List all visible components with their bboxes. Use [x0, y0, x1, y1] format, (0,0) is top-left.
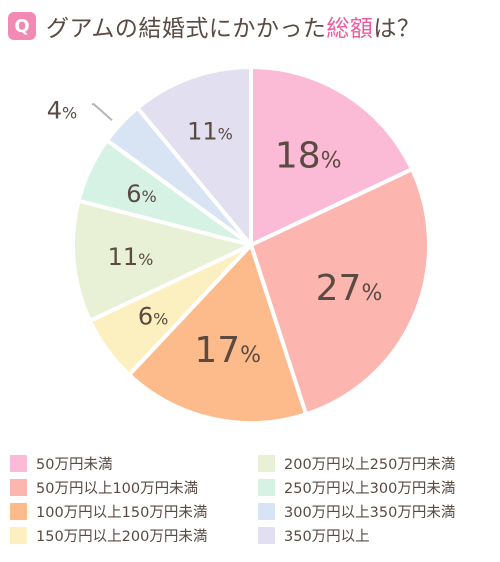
legend-item-2: 50万円以上100万円未満: [10, 476, 198, 498]
title-suffix: は？: [373, 16, 421, 42]
legend-label: 250万円以上300万円未満: [284, 480, 456, 497]
pie-slice-8: [135, 65, 253, 247]
legend-swatch: [258, 478, 275, 496]
legend-label: 100万円以上150万円未満: [36, 504, 208, 521]
pie-slice-1: [249, 65, 415, 247]
chart-header: Q グアムの結婚式にかかった総額は？: [8, 10, 420, 42]
data-label-8: 11%: [187, 118, 233, 146]
data-label-4: 6%: [138, 303, 168, 331]
data-label-6: 6%: [126, 180, 156, 208]
pie-slice-3: [127, 243, 309, 425]
legend-label: 50万円以上100万円未満: [36, 480, 199, 497]
pie-slice-5: [71, 198, 253, 323]
data-label-2: 27%: [316, 268, 383, 309]
legend-label: 200万円以上250万円未満: [284, 456, 456, 473]
legend-swatch: [10, 454, 27, 472]
pie-slice-2: [249, 167, 431, 417]
question-badge-icon: Q: [8, 12, 36, 40]
data-label-1: 18%: [275, 135, 342, 176]
legend-item-6: 250万円以上300万円未満: [258, 476, 455, 498]
legend-item-8: 350万円以上: [258, 524, 370, 546]
data-label-3: 17%: [194, 330, 261, 371]
legend-label: 50万円未満: [36, 456, 113, 473]
legend-item-3: 100万円以上150万円未満: [10, 500, 207, 522]
pie-chart: 18% 27% 17% 6% 11% 6% 4% 11%: [47, 65, 431, 425]
legend-swatch: [10, 478, 27, 496]
legend-item-7: 300万円以上350万円未満: [258, 500, 455, 522]
legend-swatch: [10, 502, 27, 520]
legend-item-4: 150万円以上200万円未満: [10, 524, 207, 546]
data-label-5: 11%: [108, 243, 154, 271]
legend-label: 350万円以上: [284, 528, 370, 545]
label-leader-line: [91, 103, 113, 122]
legend-label: 150万円以上200万円未満: [36, 528, 208, 545]
legend-swatch: [258, 526, 275, 544]
data-label-7: 4%: [47, 97, 77, 125]
chart-title: グアムの結婚式にかかった総額は？: [46, 9, 420, 43]
legend-swatch: [10, 526, 27, 544]
title-accent: 総額: [326, 16, 374, 42]
legend-swatch: [258, 502, 275, 520]
legend-label: 300万円以上350万円未満: [284, 504, 456, 521]
legend-swatch: [258, 454, 275, 472]
legend-item-1: 50万円未満: [10, 452, 112, 474]
legend-item-5: 200万円以上250万円未満: [258, 452, 455, 474]
title-text: グアムの結婚式にかかった: [46, 16, 327, 42]
